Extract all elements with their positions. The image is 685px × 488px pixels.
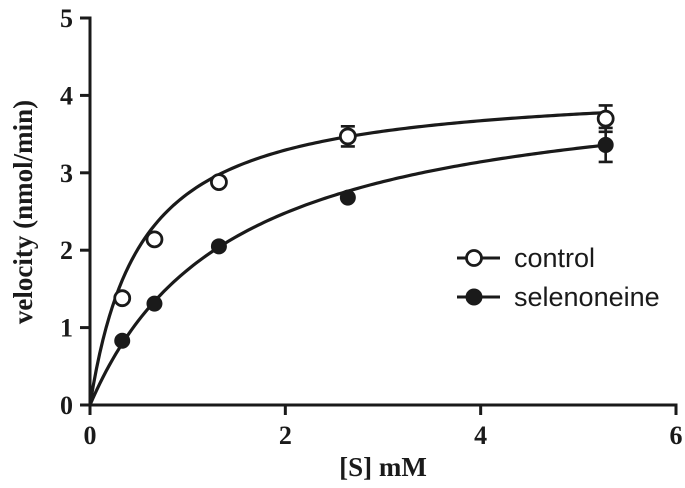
y-tick-label: 0 — [60, 391, 73, 420]
legend-label-selenoneine: selenoneine — [514, 282, 660, 312]
data-point-selenoneine — [146, 295, 163, 312]
data-point-selenoneine — [210, 238, 227, 255]
data-point-control — [596, 109, 615, 128]
data-point-control — [210, 173, 228, 191]
x-tick-label: 2 — [279, 421, 292, 450]
data-point-control — [338, 127, 357, 146]
x-axis-title: [S] mM — [339, 452, 427, 482]
legend-marker-selenoneine — [465, 288, 483, 306]
legend-label-control: control — [514, 243, 595, 273]
legend: control selenoneine — [457, 243, 660, 312]
data-point-selenoneine — [339, 189, 356, 206]
y-tick-label: 5 — [60, 4, 73, 33]
x-tick-label: 6 — [670, 421, 683, 450]
data-point-control — [113, 289, 132, 308]
data-point-selenoneine — [597, 136, 614, 153]
legend-marker-control — [465, 249, 483, 267]
x-tick-label: 0 — [84, 421, 97, 450]
data-point-control — [145, 230, 164, 249]
ticks: 0 1 2 3 4 5 0 2 4 6 — [60, 4, 683, 450]
fit-curve-selenoneine — [88, 143, 606, 406]
y-axis-title: velocity (nmol/min) — [8, 100, 38, 324]
plot-area — [88, 104, 615, 406]
y-tick-label: 2 — [60, 236, 73, 265]
axes — [88, 16, 678, 407]
y-tick-label: 1 — [60, 314, 73, 343]
data-point-selenoneine — [114, 332, 131, 349]
y-tick-label: 4 — [60, 81, 73, 110]
x-tick-label: 4 — [474, 421, 487, 450]
legend-entry-control: control — [457, 243, 595, 273]
legend-entry-selenoneine: selenoneine — [457, 282, 660, 312]
y-tick-label: 3 — [60, 159, 73, 188]
